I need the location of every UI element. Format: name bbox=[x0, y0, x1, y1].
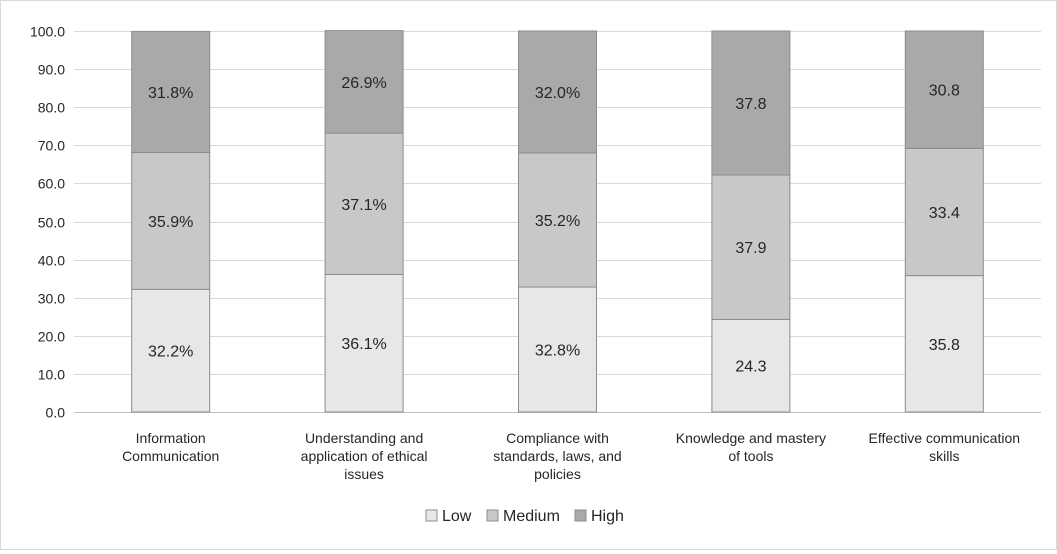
legend-swatch-low bbox=[425, 509, 438, 522]
bar-segment-high bbox=[904, 30, 984, 149]
y-tick-label: 50.0 bbox=[38, 215, 65, 231]
y-tick-label: 40.0 bbox=[38, 253, 65, 269]
bar-segment-medium bbox=[324, 132, 404, 275]
x-category-label: Understanding and application of ethical i… bbox=[301, 430, 428, 482]
bar-segment-medium bbox=[711, 174, 791, 320]
x-category-label: Information Communication bbox=[122, 430, 219, 464]
data-label: 32.0% bbox=[535, 85, 580, 102]
y-tick-label: 80.0 bbox=[38, 100, 65, 116]
x-category-label-line: standards, laws, and bbox=[493, 448, 621, 464]
x-category-label: Knowledge and mastery of tools bbox=[676, 430, 826, 464]
y-tick-label: 100.0 bbox=[30, 24, 65, 40]
bar-segment-low bbox=[131, 288, 211, 413]
x-category-label-line: Knowledge and mastery bbox=[676, 430, 826, 446]
y-tick-label: 10.0 bbox=[38, 367, 65, 383]
bar-segment-medium bbox=[131, 152, 211, 290]
data-label: 31.8% bbox=[148, 85, 193, 102]
x-category-label-line: Information bbox=[136, 430, 206, 446]
data-label: 32.2% bbox=[148, 344, 193, 361]
data-label: 35.2% bbox=[535, 213, 580, 230]
x-category-label: Effective communication skills bbox=[869, 430, 1020, 464]
data-label: 32.8% bbox=[535, 343, 580, 360]
x-category-label-line: Communication bbox=[122, 448, 219, 464]
legend-label: Medium bbox=[503, 508, 560, 525]
data-label: 35.8 bbox=[929, 337, 960, 354]
x-category-label-line: skills bbox=[929, 448, 959, 464]
bar-segment-high bbox=[131, 30, 211, 154]
x-category-label-line: issues bbox=[344, 466, 384, 482]
bars: 32.2% 35.9% 31.8% 36.1% 37.1% 26.9% 32.8% 35.2%… bbox=[131, 30, 984, 413]
x-category-label-line: Compliance with bbox=[506, 430, 609, 446]
y-axis: 0.0 10.0 20.0 30.0 40.0 50.0 60.0 70.0 80.0 90.0 1… bbox=[30, 24, 65, 421]
x-category-label-line: of tools bbox=[728, 448, 773, 464]
x-category-label-line: policies bbox=[534, 466, 581, 482]
legend-label: Low bbox=[442, 508, 472, 525]
legend-label: High bbox=[591, 508, 624, 525]
bar-segment-medium bbox=[518, 152, 597, 288]
x-category-label-line: Understanding and bbox=[305, 430, 423, 446]
y-tick-label: 90.0 bbox=[38, 62, 65, 78]
data-label: 33.4 bbox=[929, 205, 960, 222]
legend-swatch-medium bbox=[486, 509, 499, 522]
bar-segment-low bbox=[904, 275, 984, 413]
y-tick-label: 70.0 bbox=[38, 138, 65, 154]
bar-segment-high bbox=[324, 30, 404, 134]
x-category-label-line: Effective communication bbox=[869, 430, 1020, 446]
data-label: 37.8 bbox=[735, 96, 766, 113]
data-label: 35.9% bbox=[148, 214, 193, 231]
bar-segment-low bbox=[518, 286, 597, 413]
legend-swatch-high bbox=[574, 509, 587, 522]
data-label: 24.3 bbox=[735, 359, 766, 376]
bar-segment-low bbox=[324, 273, 404, 413]
bar-segment-low bbox=[711, 318, 791, 413]
y-tick-label: 0.0 bbox=[46, 405, 66, 421]
y-tick-label: 20.0 bbox=[38, 329, 65, 345]
data-label: 36.1% bbox=[341, 336, 386, 353]
y-tick-label: 30.0 bbox=[38, 291, 65, 307]
x-category-label: Compliance with standards, laws, and polic… bbox=[493, 430, 621, 482]
bar-segment-high bbox=[711, 30, 791, 176]
data-label: 26.9% bbox=[341, 75, 386, 92]
data-label: 37.9 bbox=[735, 240, 766, 257]
data-label: 30.8 bbox=[929, 83, 960, 100]
x-axis: Information Communication Understanding an… bbox=[122, 430, 1020, 482]
bar-segment-high bbox=[518, 30, 597, 154]
y-tick-label: 60.0 bbox=[38, 176, 65, 192]
data-label: 37.1% bbox=[341, 197, 386, 214]
x-category-label-line: application of ethical bbox=[301, 448, 428, 464]
legend: Low Medium High bbox=[425, 508, 624, 525]
